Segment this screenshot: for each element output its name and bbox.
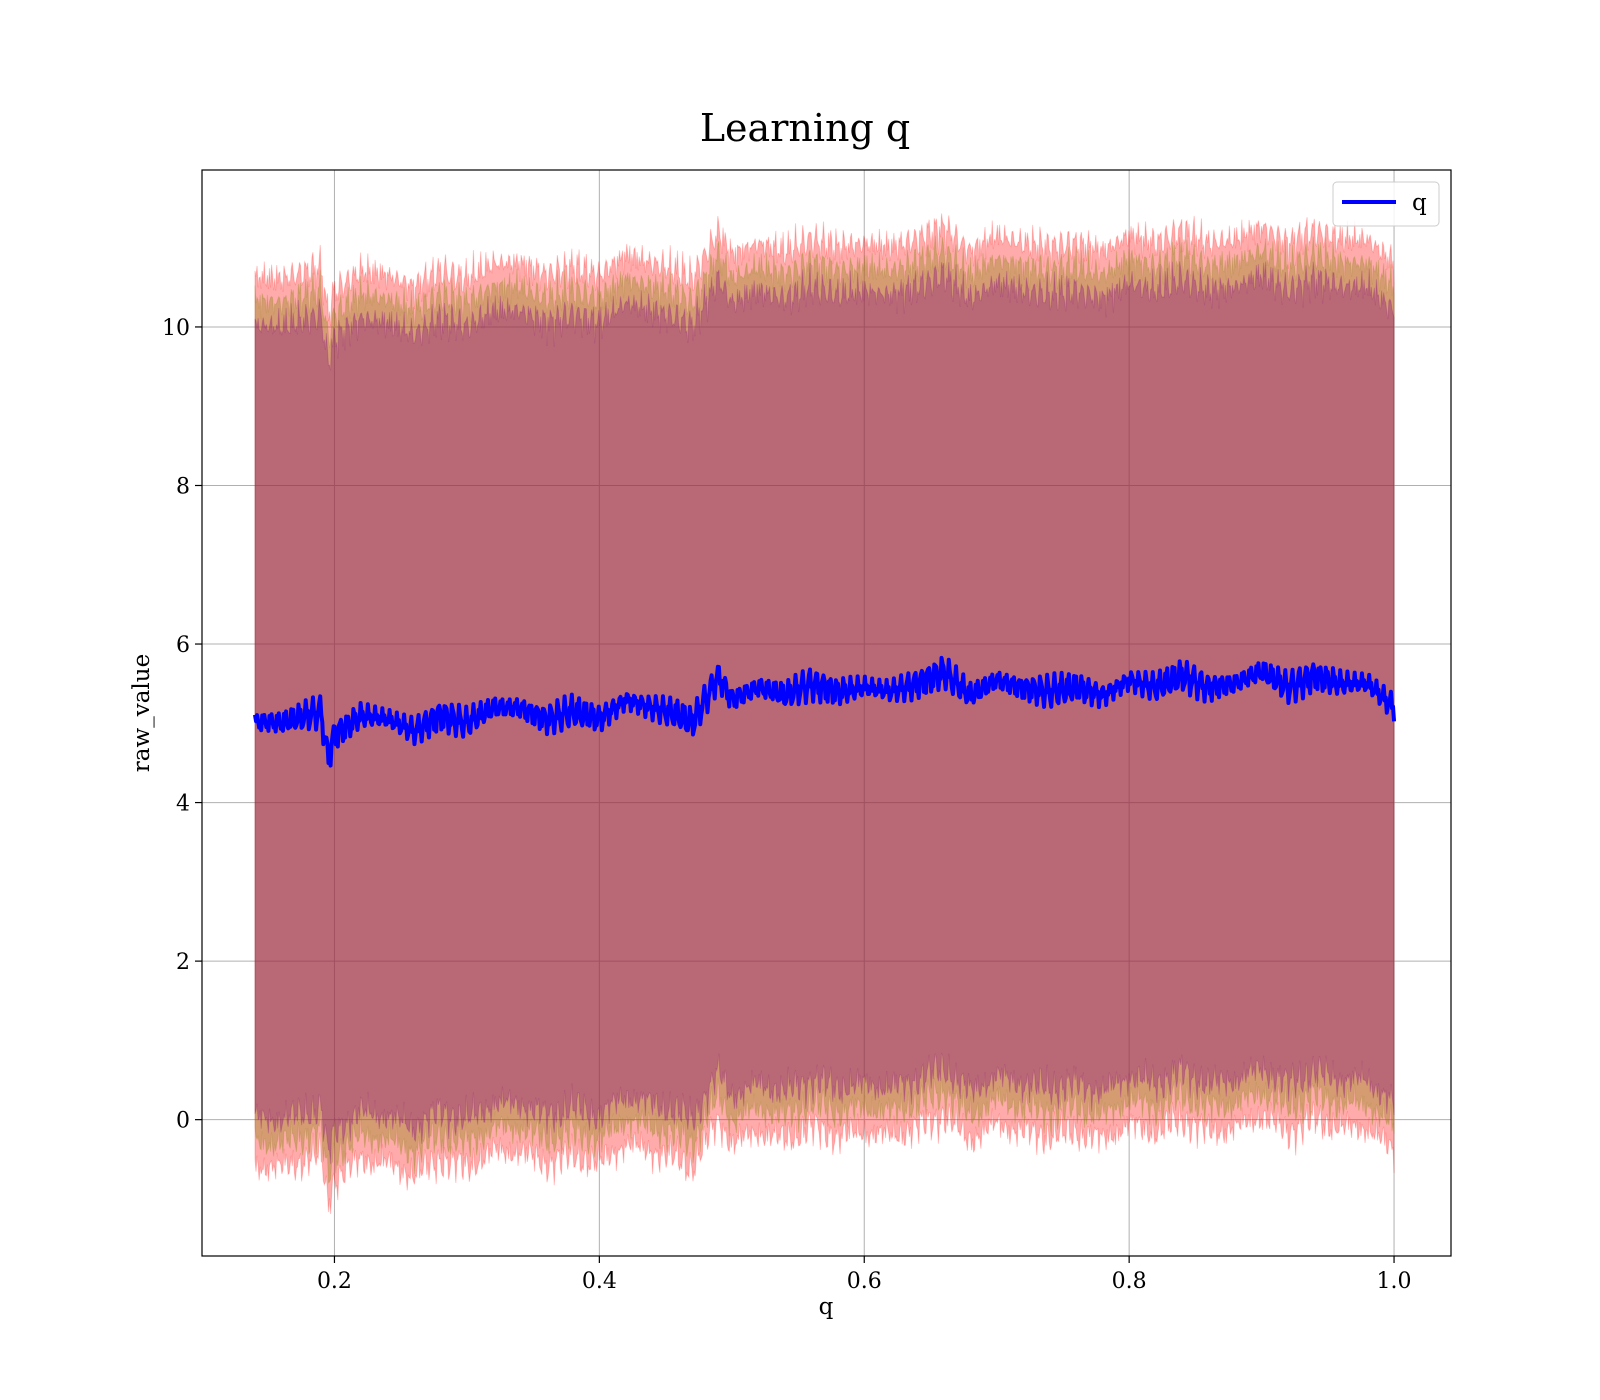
confidence-band	[254, 213, 1395, 1215]
x-ticks: 0.2 0.4 0.6 0.8 1.0	[317, 1256, 1412, 1294]
confidence-bands	[254, 213, 1395, 1215]
series-line-q	[253, 655, 1397, 768]
confidence-band	[254, 235, 1395, 1184]
plot-frame	[201, 169, 1452, 1257]
y-axis-label: raw_value	[129, 654, 155, 772]
y-ticks: 0 2 4 6 8 10	[162, 316, 202, 1134]
legend: q	[1332, 181, 1440, 227]
confidence-band	[254, 261, 1395, 1165]
series-lines	[253, 655, 1397, 768]
legend-label-q: q	[1412, 190, 1427, 216]
x-tick-label: 0.4	[582, 1269, 617, 1294]
x-tick-label: 1.0	[1377, 1269, 1412, 1294]
y-tick-label: 10	[162, 316, 190, 341]
x-tick-label: 0.8	[1112, 1269, 1147, 1294]
y-tick-label: 8	[176, 474, 190, 499]
y-tick-label: 4	[176, 792, 190, 817]
x-tick-label: 0.2	[317, 1269, 352, 1294]
y-tick-label: 0	[176, 1109, 190, 1134]
x-tick-label: 0.6	[847, 1269, 882, 1294]
y-tick-label: 6	[176, 633, 190, 658]
y-tick-label: 2	[176, 950, 190, 975]
x-axis-label: q	[819, 1294, 834, 1320]
chart-title: Learning q	[700, 106, 910, 150]
